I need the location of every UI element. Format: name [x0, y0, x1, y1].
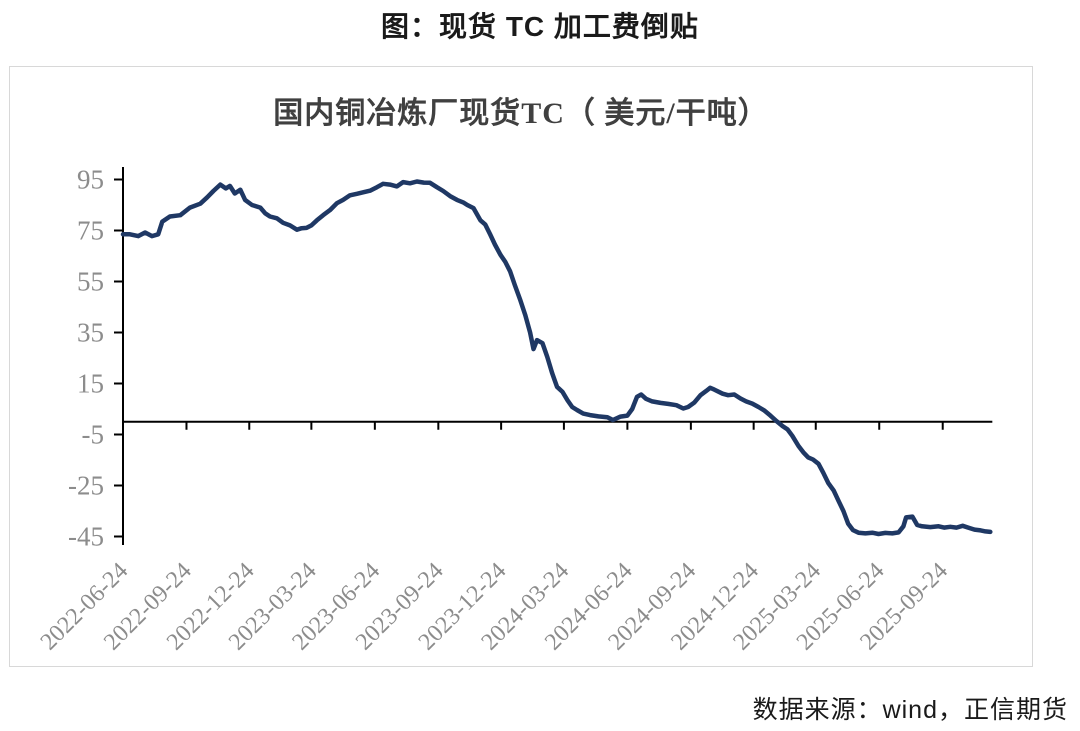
page-title: 图：现货 TC 加工费倒贴	[381, 11, 699, 42]
tc-series-line	[120, 179, 993, 537]
chart-frame	[9, 66, 1033, 667]
y-axis-tick-label: 55	[77, 267, 104, 297]
chart-title: 国内铜冶炼厂现货TC（ 美元/干吨）	[273, 97, 769, 130]
y-axis-tick-label: -45	[68, 522, 104, 552]
data-source: 数据来源：wind，正信期货	[752, 696, 1068, 724]
y-axis-tick-label: 75	[77, 216, 104, 246]
y-axis-tick-label: 35	[77, 318, 104, 348]
y-axis-tick-label: -25	[68, 471, 104, 501]
y-axis-tick-label: -5	[82, 420, 105, 450]
y-axis-tick-label: 95	[77, 165, 104, 195]
y-axis-tick-label: 15	[77, 369, 104, 399]
